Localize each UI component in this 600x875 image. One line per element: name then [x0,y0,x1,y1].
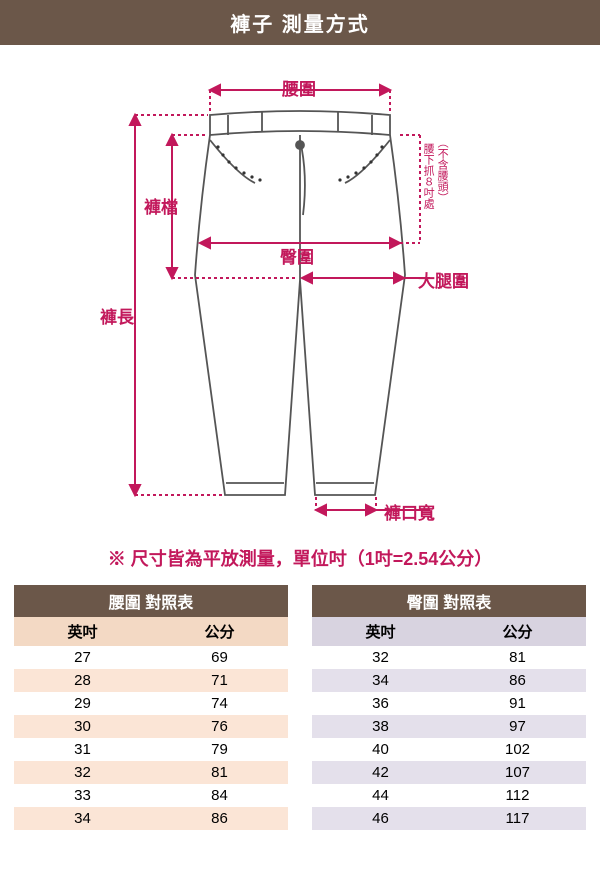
label-thigh: 大腿圍 [418,267,469,292]
table-row: 3486 [14,807,288,830]
label-side-note-bottom: 腰下抓８吋處 [422,143,434,209]
label-waist: 腰圍 [282,75,316,100]
table-cell: 34 [312,669,449,692]
table-cell: 36 [312,692,449,715]
measurement-diagram: 腰圍 褲檔 臀圍 大腿圍 褲長 褲口寬 （不含腰頭） 腰下抓８吋處 [0,45,600,535]
table-cell: 74 [151,692,288,715]
table-cell: 32 [14,761,151,784]
label-rise: 褲檔 [144,193,178,218]
table-row: 2974 [14,692,288,715]
table-row: 2769 [14,646,288,669]
waist-col-inch: 英吋 [14,617,151,646]
waist-table-title: 腰圍 對照表 [14,585,288,617]
table-cell: 81 [151,761,288,784]
conversion-tables: 腰圍 對照表 英吋 公分 276928712974307631793281338… [0,585,600,850]
table-row: 3076 [14,715,288,738]
table-cell: 102 [449,738,586,761]
waist-col-cm: 公分 [151,617,288,646]
table-cell: 38 [312,715,449,738]
page-title: 褲子 測量方式 [0,0,600,45]
hip-col-cm: 公分 [449,617,586,646]
table-cell: 27 [14,646,151,669]
table-cell: 91 [449,692,586,715]
table-cell: 29 [14,692,151,715]
table-row: 44112 [312,784,586,807]
table-row: 42107 [312,761,586,784]
table-cell: 84 [151,784,288,807]
table-cell: 34 [14,807,151,830]
table-row: 3384 [14,784,288,807]
table-row: 3897 [312,715,586,738]
table-cell: 46 [312,807,449,830]
table-cell: 86 [151,807,288,830]
label-length: 褲長 [100,303,134,328]
table-row: 3179 [14,738,288,761]
table-cell: 76 [151,715,288,738]
table-cell: 71 [151,669,288,692]
hip-tbody: 328134863691389740102421074411246117 [312,646,586,830]
hip-table-title: 臀圍 對照表 [312,585,586,617]
pants-svg [0,45,600,535]
label-hip: 臀圍 [280,243,314,268]
table-cell: 44 [312,784,449,807]
table-cell: 31 [14,738,151,761]
table-cell: 79 [151,738,288,761]
table-cell: 40 [312,738,449,761]
label-leg-opening: 褲口寬 [384,499,435,524]
table-row: 46117 [312,807,586,830]
table-row: 3281 [14,761,288,784]
table-row: 3281 [312,646,586,669]
measurement-note: ※ 尺寸皆為平放測量，單位吋（1吋=2.54公分） [0,535,600,585]
table-row: 3486 [312,669,586,692]
table-cell: 30 [14,715,151,738]
table-cell: 97 [449,715,586,738]
table-cell: 33 [14,784,151,807]
table-cell: 42 [312,761,449,784]
table-cell: 86 [449,669,586,692]
table-cell: 81 [449,646,586,669]
table-row: 3691 [312,692,586,715]
label-side-note-top: （不含腰頭） [436,137,448,203]
waist-tbody: 27692871297430763179328133843486 [14,646,288,830]
table-row: 40102 [312,738,586,761]
waist-table: 腰圍 對照表 英吋 公分 276928712974307631793281338… [14,585,288,830]
table-cell: 117 [449,807,586,830]
table-cell: 28 [14,669,151,692]
hip-table: 臀圍 對照表 英吋 公分 328134863691389740102421074… [312,585,586,830]
table-cell: 112 [449,784,586,807]
table-cell: 32 [312,646,449,669]
table-cell: 107 [449,761,586,784]
hip-col-inch: 英吋 [312,617,449,646]
table-row: 2871 [14,669,288,692]
table-cell: 69 [151,646,288,669]
